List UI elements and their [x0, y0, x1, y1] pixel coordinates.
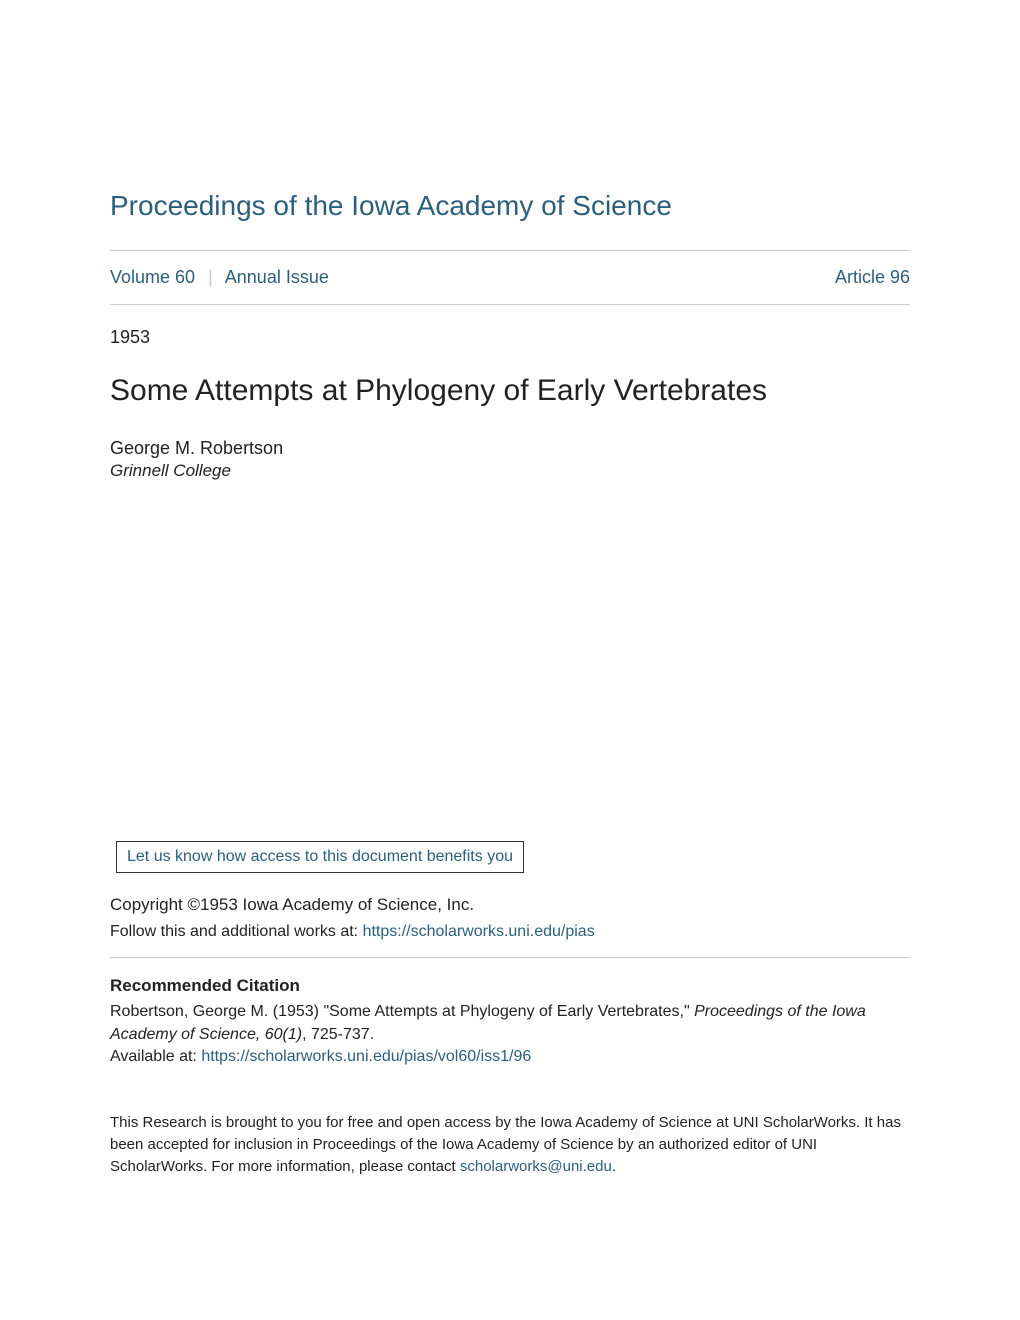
citation-heading: Recommended Citation	[110, 976, 910, 996]
contact-email-link[interactable]: scholarworks@uni.edu	[460, 1158, 612, 1175]
volume-divider: |	[208, 267, 213, 287]
benefits-box: Let us know how access to this document …	[116, 841, 524, 873]
author-name: George M. Robertson	[110, 438, 910, 459]
volume-left: Volume 60 | Annual Issue	[110, 267, 329, 288]
benefits-link[interactable]: Let us know how access to this document …	[127, 848, 513, 865]
footer-text: This Research is brought to you for free…	[110, 1112, 910, 1177]
issue-link[interactable]: Annual Issue	[225, 267, 329, 287]
citation-author-year: Robertson, George M. (1953) "Some Attemp…	[110, 1003, 694, 1020]
publication-year: 1953	[110, 327, 910, 348]
volume-link[interactable]: Volume 60	[110, 267, 195, 287]
divider-citation	[110, 957, 910, 958]
footer-part2: .	[612, 1158, 616, 1175]
citation-text: Robertson, George M. (1953) "Some Attemp…	[110, 1000, 910, 1046]
citation-pages: , 725-737.	[302, 1026, 374, 1043]
article-title: Some Attempts at Phylogeny of Early Vert…	[110, 374, 910, 408]
author-affiliation: Grinnell College	[110, 461, 910, 481]
divider-mid	[110, 304, 910, 305]
copyright-text: Copyright ©1953 Iowa Academy of Science,…	[110, 895, 910, 915]
available-prefix: Available at:	[110, 1048, 201, 1065]
follow-prefix: Follow this and additional works at:	[110, 923, 363, 940]
available-link[interactable]: https://scholarworks.uni.edu/pias/vol60/…	[201, 1048, 531, 1065]
article-number-link[interactable]: Article 96	[835, 267, 910, 288]
available-at: Available at: https://scholarworks.uni.e…	[110, 1048, 910, 1066]
follow-text: Follow this and additional works at: htt…	[110, 923, 910, 941]
follow-link[interactable]: https://scholarworks.uni.edu/pias	[363, 923, 595, 940]
journal-title: Proceedings of the Iowa Academy of Scien…	[110, 190, 910, 222]
volume-row: Volume 60 | Annual Issue Article 96	[110, 251, 910, 304]
journal-title-link[interactable]: Proceedings of the Iowa Academy of Scien…	[110, 190, 672, 221]
